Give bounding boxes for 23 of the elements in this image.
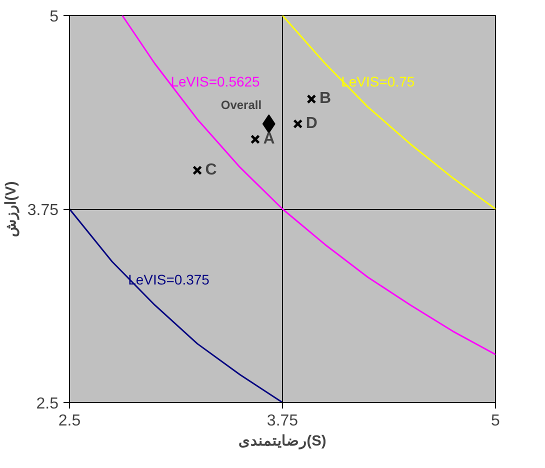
line-series — [282, 16, 496, 210]
series-label: D — [306, 114, 318, 132]
series-label: Overall — [220, 98, 262, 112]
x-tick-label: 3.75 — [266, 412, 298, 430]
series-label: LeVIS=0.5625 — [170, 73, 260, 90]
point — [250, 134, 260, 144]
y-tick-label: 3.75 — [27, 202, 59, 219]
point — [192, 166, 202, 176]
y-tick-label: 2.5 — [36, 396, 59, 412]
point — [306, 94, 316, 104]
series-label: A — [263, 130, 276, 148]
y-tick-label: 5 — [50, 8, 59, 26]
line-series — [122, 16, 496, 356]
x-tick-label: 2.5 — [58, 412, 81, 430]
series-label: C — [205, 161, 218, 178]
point — [293, 119, 303, 129]
line-series — [70, 208, 284, 402]
series-label: B — [319, 90, 332, 108]
series-label: LeVIS=0.75 — [341, 73, 415, 90]
x-axis-title: رضایتمندی(S) — [238, 434, 326, 450]
y-axis-title: ارزش(V) — [3, 181, 20, 237]
x-tick-label: 5 — [491, 412, 500, 430]
series-label: LeVIS=0.375 — [128, 272, 210, 288]
